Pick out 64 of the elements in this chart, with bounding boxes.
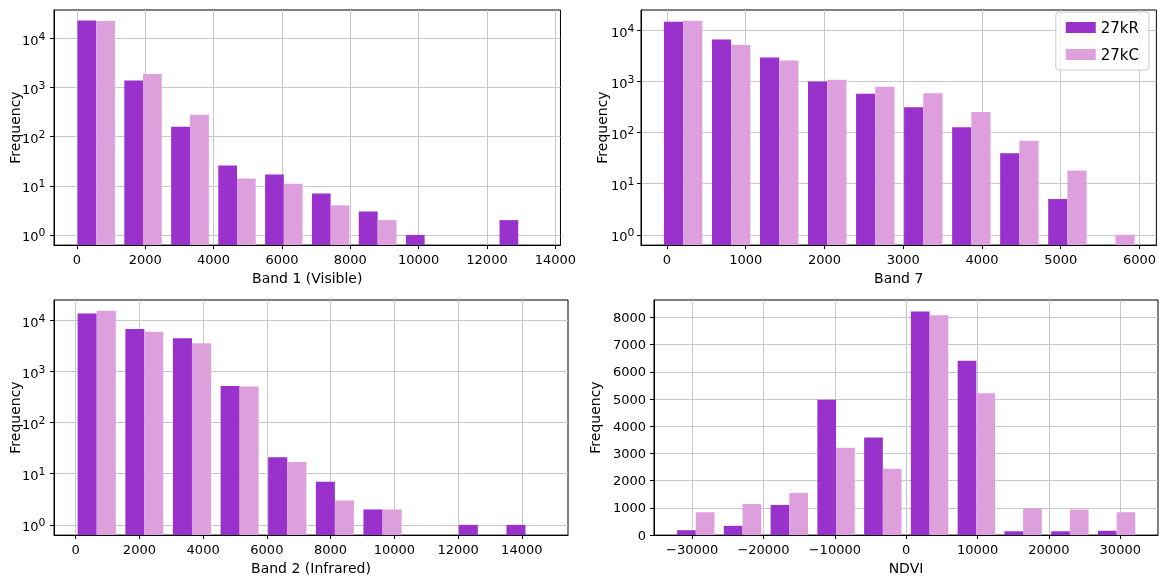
y-tick-label: 10$^{3}$ xyxy=(611,71,635,92)
x-tick-label: 1000 xyxy=(729,252,763,268)
legend-label: 27kR xyxy=(1100,18,1139,37)
x-tick-label: 30000 xyxy=(1099,542,1141,558)
x-tick-label: 20000 xyxy=(1028,542,1070,558)
y-tick-label: 10$^{0}$ xyxy=(611,225,635,245)
x-tick-label: 4000 xyxy=(186,542,220,558)
x-tick-label: 0 xyxy=(71,542,80,558)
y-axis-title: Frequency xyxy=(7,91,23,164)
y-axis-title: Frequency xyxy=(594,91,610,164)
x-tick-label: 5000 xyxy=(1044,252,1078,268)
x-tick-label: −20000 xyxy=(737,542,790,558)
y-tick-label: 10$^{1}$ xyxy=(611,174,635,194)
x-tick-label: 2000 xyxy=(128,252,162,268)
x-tick-label: 4000 xyxy=(197,252,231,268)
x-tick-label: 12000 xyxy=(466,252,508,268)
x-tick-label: 6000 xyxy=(250,542,284,558)
y-tick-label: 7000 xyxy=(612,337,646,353)
y-tick-label: 10$^{0}$ xyxy=(22,515,46,535)
y-tick-label: 4000 xyxy=(612,418,646,434)
y-tick-label: 10$^{3}$ xyxy=(22,362,46,382)
x-tick-label: 8000 xyxy=(333,252,367,268)
y-tick-label: 10$^{0}$ xyxy=(22,225,46,245)
x-tick-label: 2000 xyxy=(807,252,842,268)
x-tick-label: −30000 xyxy=(666,542,719,558)
y-tick-label: 10$^{1}$ xyxy=(22,464,46,484)
x-tick-label: 14000 xyxy=(534,252,577,268)
x-tick-label: 10000 xyxy=(956,542,999,558)
y-tick-label: 2000 xyxy=(612,473,646,489)
y-axis-title: Frequency xyxy=(7,381,23,454)
x-tick-label: 12000 xyxy=(437,542,479,558)
y-tick-label: 0 xyxy=(637,527,646,543)
x-tick-label: 10000 xyxy=(373,542,416,558)
x-tick-label: 10000 xyxy=(397,252,440,268)
y-tick-label: 6000 xyxy=(612,364,646,380)
y-tick-label: 10$^{2}$ xyxy=(611,122,635,143)
y-tick-label: 10$^{3}$ xyxy=(22,78,46,98)
y-tick-label: 10$^{2}$ xyxy=(22,414,46,433)
x-tick-label: 0 xyxy=(662,252,672,268)
y-tick-label: 1000 xyxy=(612,500,646,516)
y-tick-label: 10$^{4}$ xyxy=(611,20,635,40)
y-tick-label: 10$^{2}$ xyxy=(22,128,46,147)
x-axis-title: Band 1 (Visible) xyxy=(252,270,363,286)
x-tick-label: 4000 xyxy=(965,252,999,268)
y-axis-title: Frequency xyxy=(587,381,603,454)
x-tick-label: 0 xyxy=(72,252,82,268)
y-tick-label: 10$^{1}$ xyxy=(22,176,46,196)
x-tick-label: 6000 xyxy=(1122,252,1156,268)
y-tick-label: 3000 xyxy=(612,445,646,461)
x-tick-label: 0 xyxy=(902,542,911,558)
x-tick-label: 8000 xyxy=(314,542,348,558)
y-tick-label: 10$^{4}$ xyxy=(22,310,46,331)
x-tick-label: 6000 xyxy=(265,252,299,268)
x-tick-label: −10000 xyxy=(808,542,861,558)
y-tick-label: 10$^{4}$ xyxy=(22,28,46,49)
x-tick-label: 14000 xyxy=(501,542,543,558)
x-tick-label: 3000 xyxy=(886,252,920,268)
legend-label: 27kC xyxy=(1100,45,1139,64)
y-tick-label: 5000 xyxy=(612,391,646,407)
x-axis-title: Band 2 (Infrared) xyxy=(251,560,371,576)
x-tick-label: 2000 xyxy=(122,542,156,558)
y-tick-label: 8000 xyxy=(612,309,646,325)
x-axis-title: NDVI xyxy=(888,560,924,576)
x-axis-title: Band 7 xyxy=(874,270,924,286)
